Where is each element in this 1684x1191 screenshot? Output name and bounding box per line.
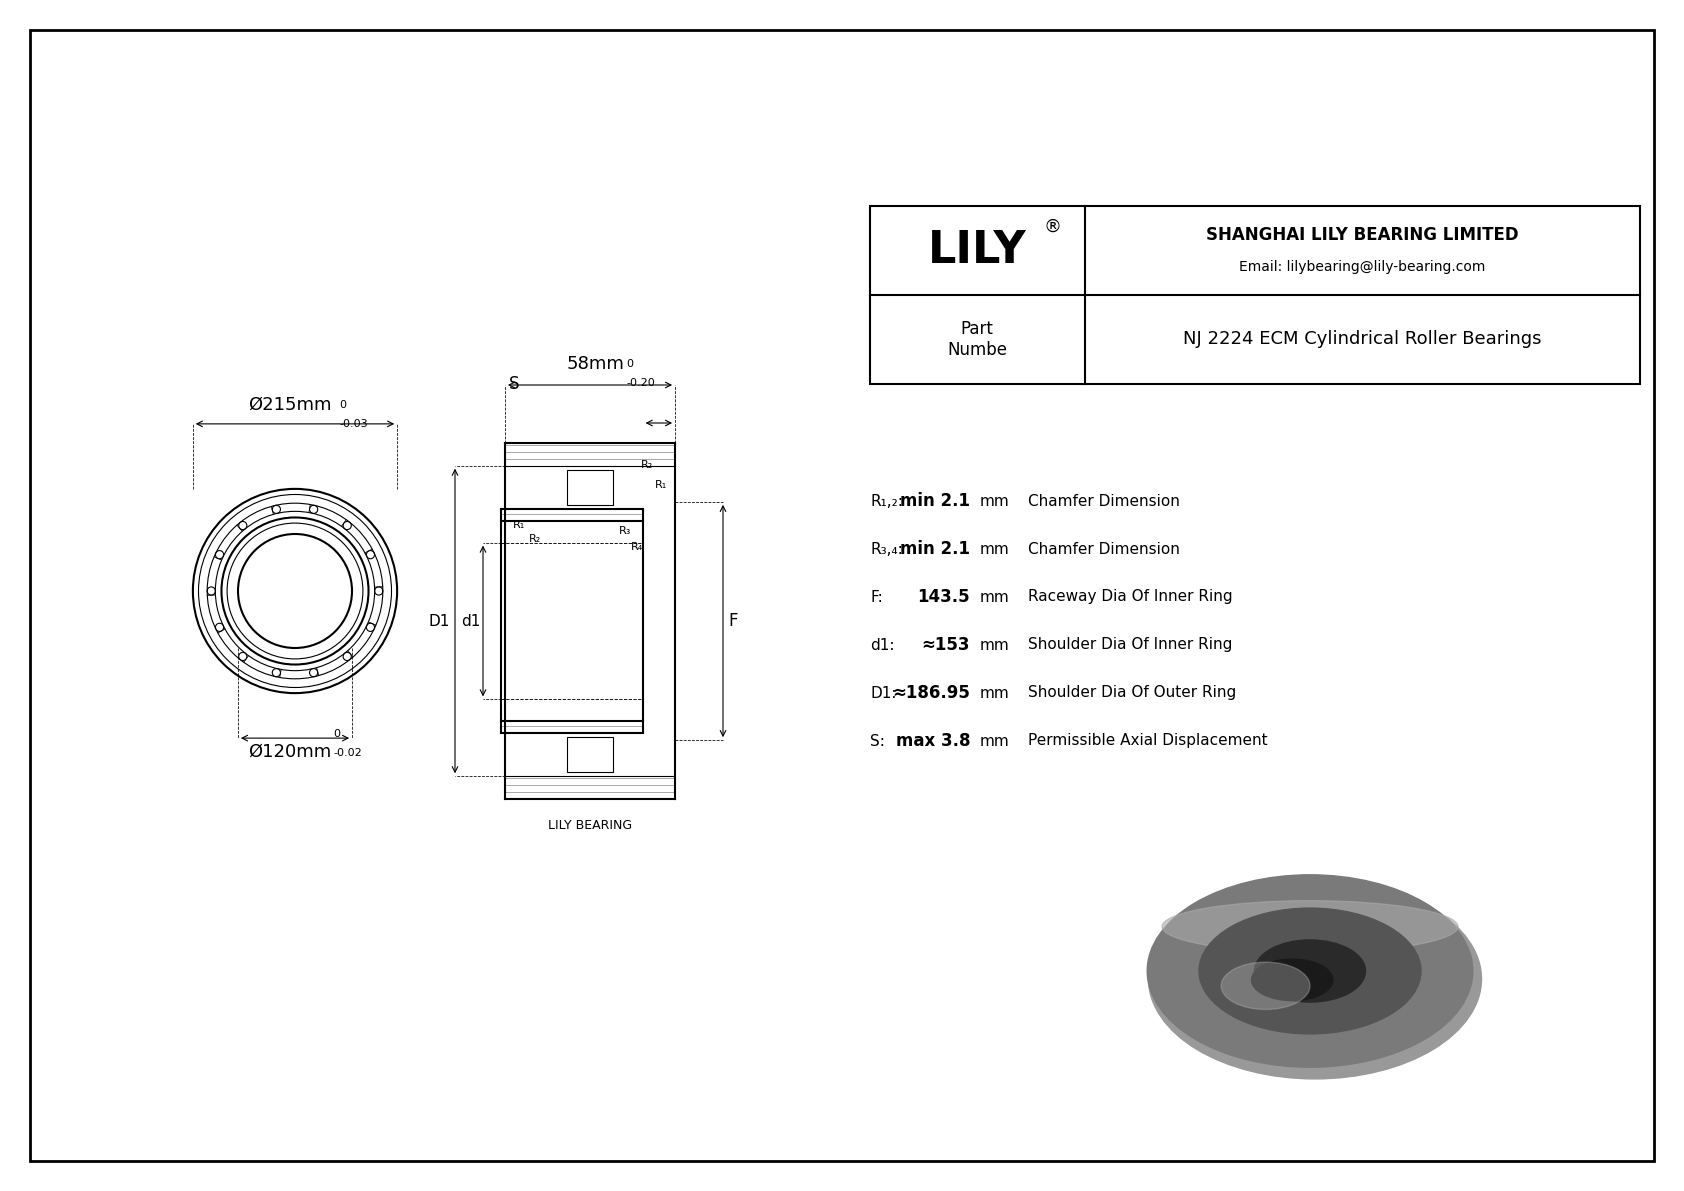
Text: NJ 2224 ECM Cylindrical Roller Bearings: NJ 2224 ECM Cylindrical Roller Bearings: [1184, 330, 1543, 349]
Text: D1: D1: [429, 613, 450, 629]
Text: Part
Numbe: Part Numbe: [946, 320, 1007, 358]
Text: S:: S:: [871, 734, 884, 748]
Ellipse shape: [1162, 900, 1458, 953]
Text: -0.20: -0.20: [626, 378, 655, 388]
Text: d1:: d1:: [871, 637, 894, 653]
Text: SHANGHAI LILY BEARING LIMITED: SHANGHAI LILY BEARING LIMITED: [1206, 225, 1519, 243]
Bar: [566, 470, 613, 505]
Text: 0: 0: [333, 729, 340, 740]
Ellipse shape: [1199, 908, 1421, 1034]
Text: min 2.1: min 2.1: [899, 540, 970, 559]
Ellipse shape: [1255, 940, 1366, 1002]
Text: Chamfer Dimension: Chamfer Dimension: [1027, 542, 1180, 556]
Text: mm: mm: [980, 493, 1010, 509]
Text: max 3.8: max 3.8: [896, 732, 970, 750]
Text: mm: mm: [980, 686, 1010, 700]
Ellipse shape: [1221, 962, 1310, 1010]
Text: R₂: R₂: [642, 460, 653, 470]
Text: LILY BEARING: LILY BEARING: [547, 819, 632, 833]
Text: R₁: R₁: [655, 480, 667, 490]
Bar: [871, 206, 1640, 384]
Text: F: F: [727, 612, 738, 630]
Text: 0: 0: [338, 400, 345, 410]
Text: -0.03: -0.03: [338, 419, 367, 429]
Text: R₃: R₃: [618, 525, 632, 536]
Text: Chamfer Dimension: Chamfer Dimension: [1027, 493, 1180, 509]
Text: ≈186.95: ≈186.95: [893, 684, 970, 701]
Ellipse shape: [1148, 879, 1482, 1079]
Text: D1:: D1:: [871, 686, 896, 700]
Text: S: S: [509, 375, 519, 393]
Text: 58mm: 58mm: [566, 355, 625, 373]
Text: Shoulder Dia Of Inner Ring: Shoulder Dia Of Inner Ring: [1027, 637, 1233, 653]
Text: min 2.1: min 2.1: [899, 492, 970, 510]
Text: Permissible Axial Displacement: Permissible Axial Displacement: [1027, 734, 1268, 748]
Text: R₃,₄:: R₃,₄:: [871, 542, 903, 556]
Text: 0: 0: [626, 358, 633, 369]
Text: mm: mm: [980, 542, 1010, 556]
Text: ≈153: ≈153: [921, 636, 970, 654]
Text: F:: F:: [871, 590, 882, 605]
Bar: [566, 737, 613, 772]
Text: Shoulder Dia Of Outer Ring: Shoulder Dia Of Outer Ring: [1027, 686, 1236, 700]
Text: Email: lilybearing@lily-bearing.com: Email: lilybearing@lily-bearing.com: [1239, 260, 1485, 274]
Text: 143.5: 143.5: [918, 588, 970, 606]
Text: R₁,₂:: R₁,₂:: [871, 493, 903, 509]
Text: ®: ®: [1042, 218, 1061, 236]
Text: R₄: R₄: [630, 542, 643, 551]
Text: LILY: LILY: [928, 229, 1026, 272]
Text: d1: d1: [461, 613, 480, 629]
Text: R₁: R₁: [512, 519, 525, 530]
Text: mm: mm: [980, 734, 1010, 748]
Text: Ø215mm: Ø215mm: [248, 395, 332, 414]
Text: Raceway Dia Of Inner Ring: Raceway Dia Of Inner Ring: [1027, 590, 1233, 605]
Text: R₂: R₂: [529, 534, 541, 543]
Text: -0.02: -0.02: [333, 748, 362, 759]
Text: mm: mm: [980, 590, 1010, 605]
Ellipse shape: [1147, 875, 1474, 1067]
Ellipse shape: [1251, 959, 1334, 1000]
Text: Ø120mm: Ø120mm: [248, 743, 332, 761]
Text: mm: mm: [980, 637, 1010, 653]
